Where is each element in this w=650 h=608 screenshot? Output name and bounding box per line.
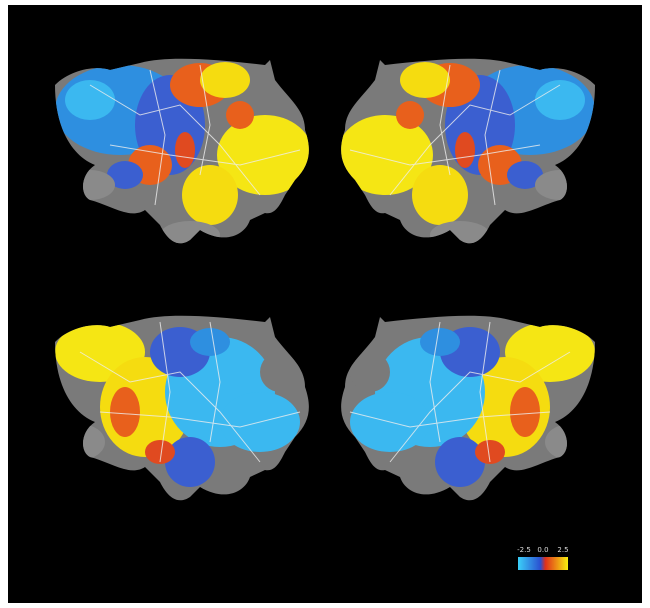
colorbar xyxy=(518,557,568,570)
figure: -2.5 0.0 2.5 xyxy=(0,0,650,608)
colorbar-label: -2.5 xyxy=(517,546,531,554)
colorbar-label: 2.5 xyxy=(557,546,568,554)
page: -2.5 0.0 2.5 (() => { const data = JSON.… xyxy=(0,0,650,608)
colorbar-label: 0.0 xyxy=(537,546,548,554)
